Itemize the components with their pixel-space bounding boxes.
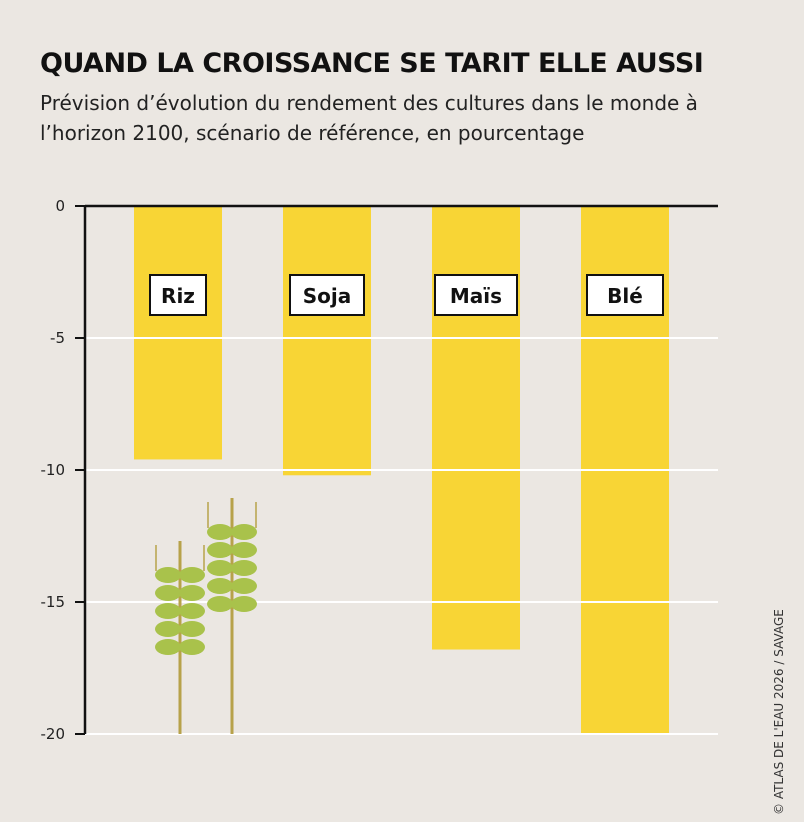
wheat-grain xyxy=(207,524,233,540)
category-label-box xyxy=(434,274,518,316)
category-label: Riz xyxy=(161,284,195,308)
y-tick-label: -20 xyxy=(41,725,66,743)
wheat-grain xyxy=(179,639,205,655)
chart-subtitle: Prévision d’évolution du rendement des c… xyxy=(40,91,698,145)
wheat-grain xyxy=(207,596,233,612)
category-label-box xyxy=(289,274,365,316)
wheat-grain xyxy=(231,542,257,558)
bar-riz xyxy=(134,206,222,460)
wheat-grain xyxy=(207,560,233,576)
category-label: Maïs xyxy=(450,284,502,308)
wheat-grain xyxy=(179,567,205,583)
wheat-icon xyxy=(155,541,205,734)
wheat-grain xyxy=(231,578,257,594)
category-label-box xyxy=(149,274,207,316)
wheat-grain xyxy=(179,585,205,601)
wheat-grain xyxy=(155,621,181,637)
wheat-grain xyxy=(231,524,257,540)
category-label: Blé xyxy=(607,284,643,308)
y-tick-label: 0 xyxy=(55,197,65,215)
y-tick-label: -15 xyxy=(41,593,66,611)
wheat-grain xyxy=(155,567,181,583)
wheat-grain xyxy=(207,578,233,594)
wheat-grain xyxy=(231,560,257,576)
wheat-grain xyxy=(231,596,257,612)
bar-soja xyxy=(283,206,371,476)
wheat-grain xyxy=(155,639,181,655)
wheat-icon xyxy=(207,498,257,734)
wheat-grain xyxy=(179,603,205,619)
bar-maïs xyxy=(432,206,520,650)
y-tick-label: -5 xyxy=(50,329,65,347)
wheat-grain xyxy=(155,603,181,619)
category-label: Soja xyxy=(303,284,352,308)
chart-title: QUAND LA CROISSANCE SE TARIT ELLE AUSSI xyxy=(40,48,704,79)
wheat-grain xyxy=(207,542,233,558)
y-tick-label: -10 xyxy=(41,461,66,479)
wheat-grain xyxy=(179,621,205,637)
category-label-box xyxy=(586,274,664,316)
wheat-grain xyxy=(155,585,181,601)
